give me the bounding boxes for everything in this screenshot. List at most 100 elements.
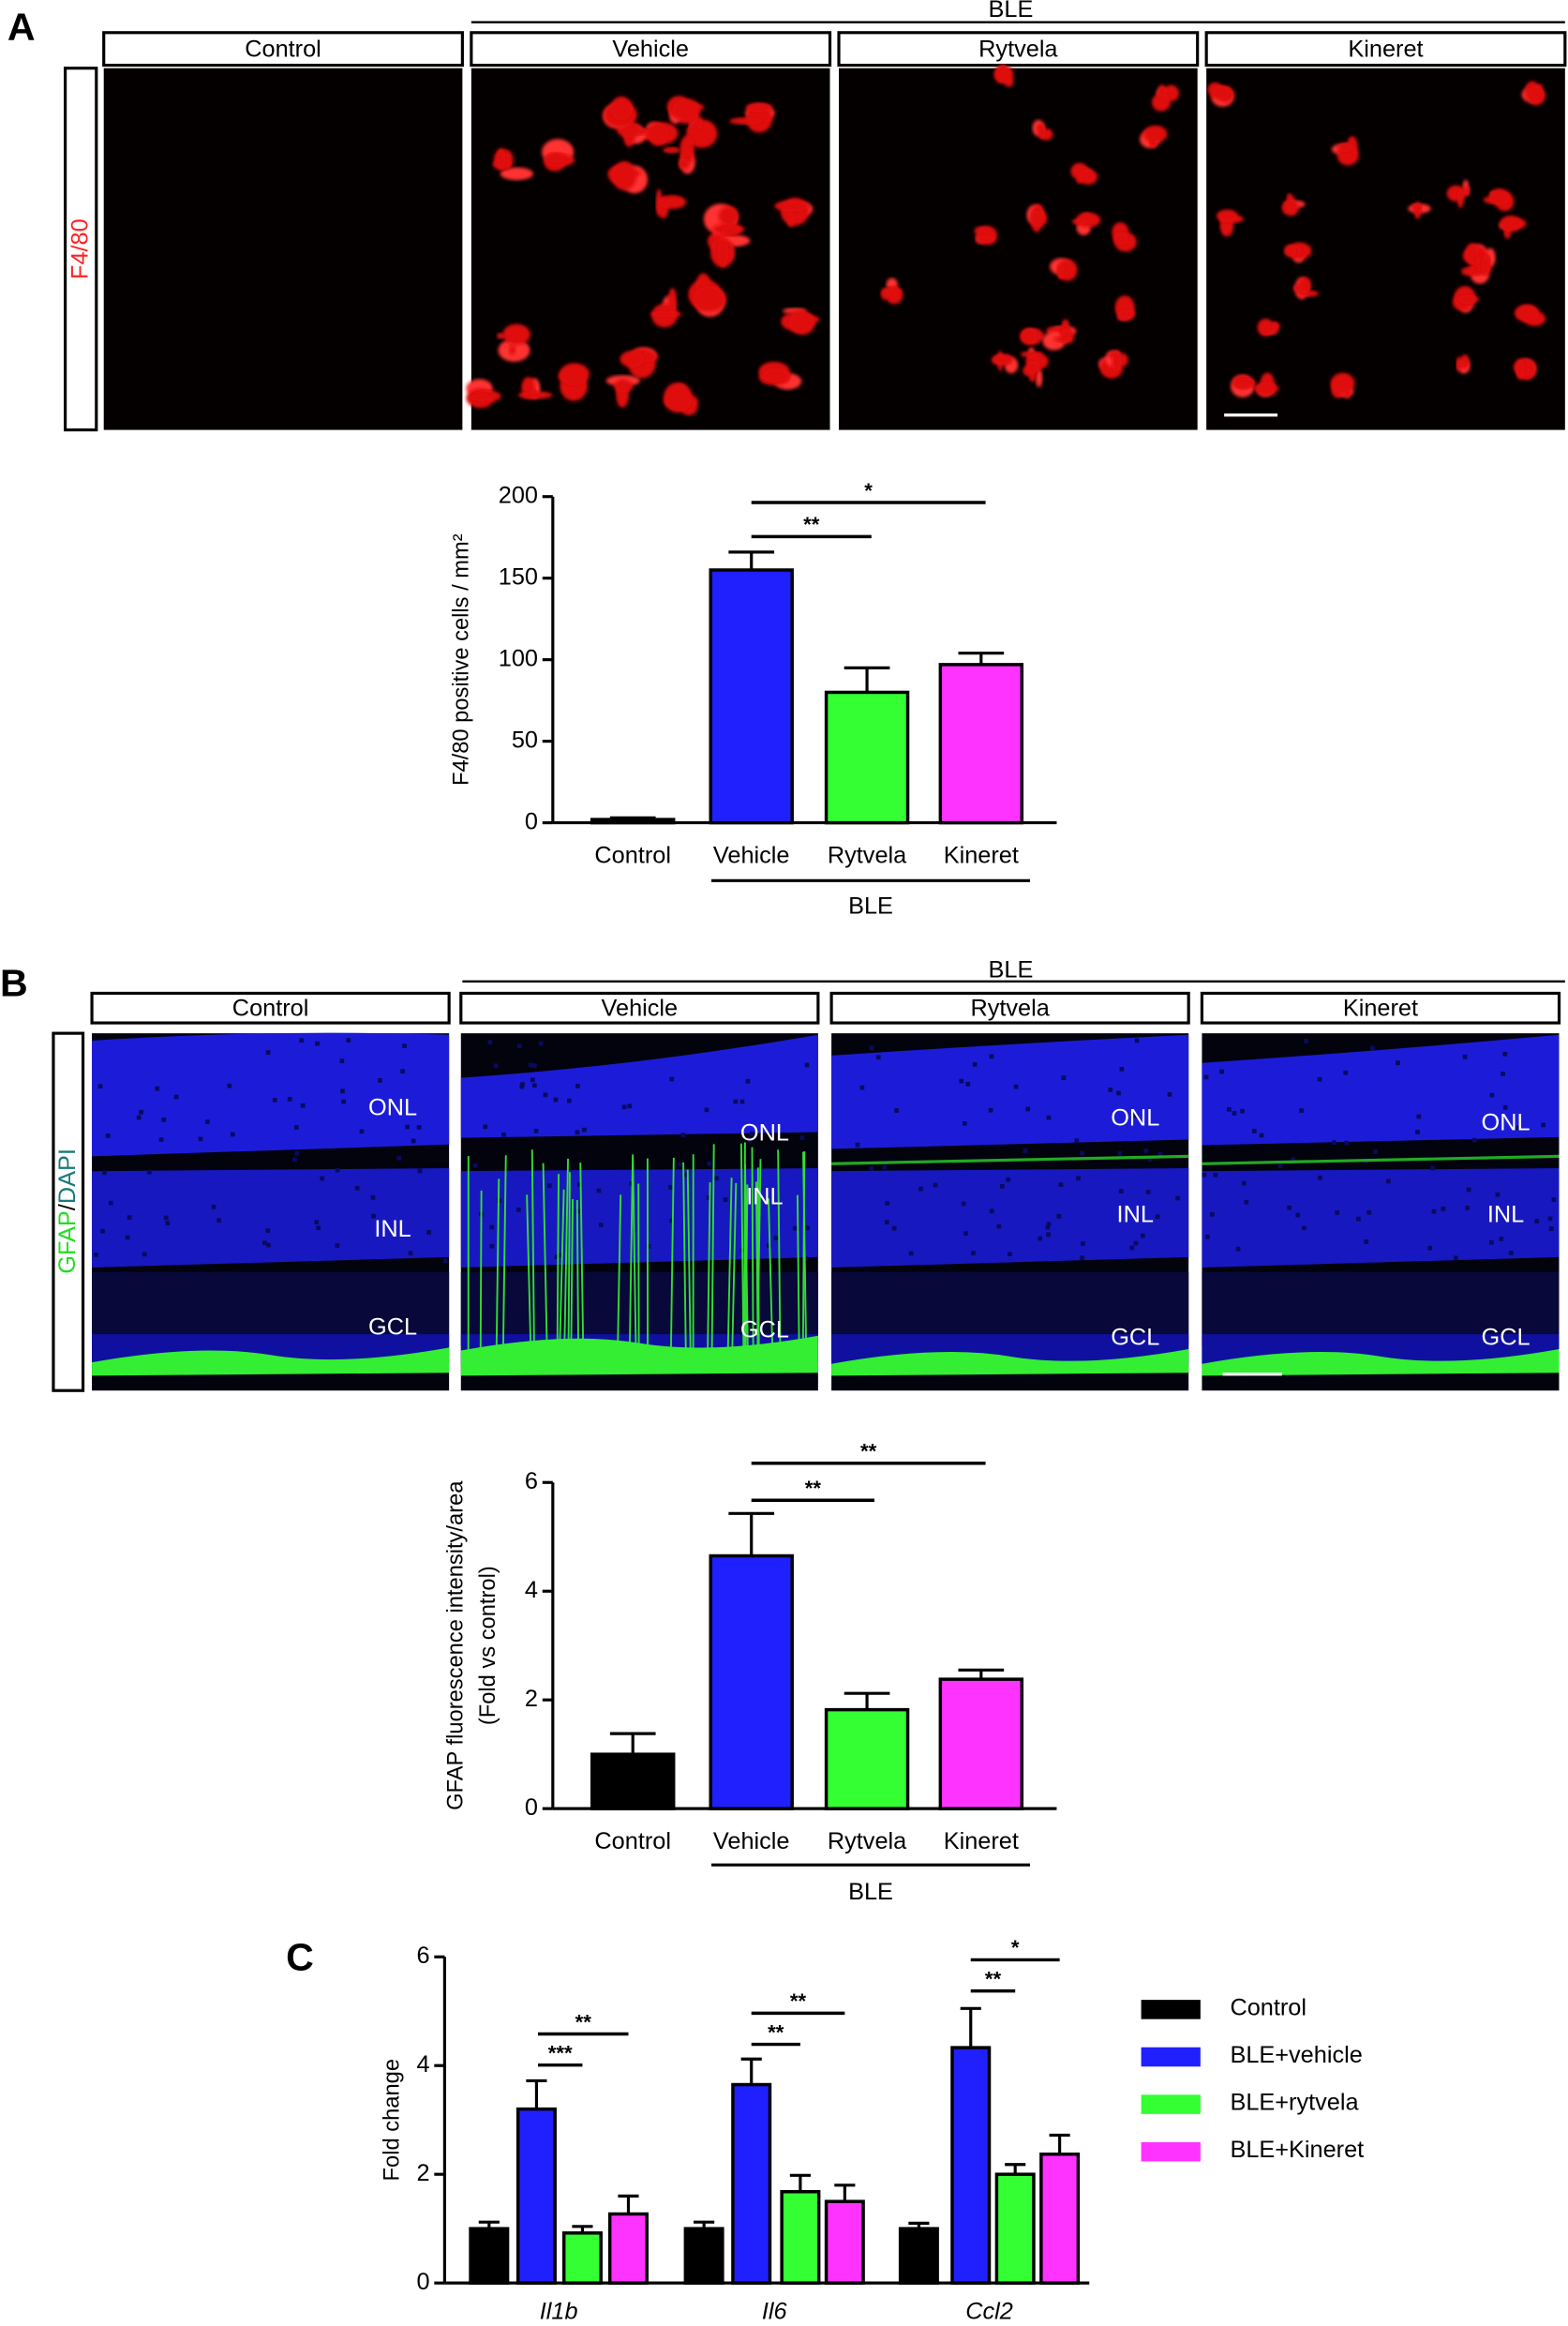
nucleus-shade — [396, 1155, 402, 1161]
layer-label: INL — [1487, 1201, 1524, 1227]
nucleus-shade — [1155, 1214, 1160, 1220]
cell — [745, 102, 772, 113]
legend-label: BLE+rytvela — [1230, 2089, 1359, 2115]
y-tick-label: 200 — [499, 482, 538, 508]
nucleus-shade — [875, 1055, 881, 1060]
nucleus-shade — [557, 1253, 562, 1257]
nucleus-shade — [1203, 1074, 1209, 1080]
column-box — [470, 31, 832, 68]
nucleus-shade — [97, 1084, 103, 1089]
nucleus-shade — [1167, 1092, 1172, 1097]
x-tick-label: Il1b — [540, 2298, 578, 2324]
nucleus-shade — [483, 1124, 488, 1130]
nucleus-shade — [596, 1188, 602, 1193]
nucleus-shade — [543, 1092, 548, 1098]
cell — [1078, 169, 1098, 185]
stain-box — [52, 1031, 85, 1392]
panel-letter: B — [0, 961, 28, 1004]
cell — [774, 200, 809, 212]
column-box — [459, 991, 820, 1025]
glial-fiber — [542, 1163, 548, 1357]
nucleus-shade — [799, 1135, 805, 1141]
cell — [1283, 244, 1297, 258]
column-label: Rytvela — [978, 36, 1058, 62]
legend-swatch — [1141, 2141, 1201, 2162]
nucleus-shade — [315, 1041, 320, 1046]
nucleus-shade — [1304, 1038, 1309, 1043]
column-label: Vehicle — [612, 36, 689, 62]
nucleus-shade — [1175, 1195, 1180, 1201]
nucleus-shade — [1213, 1172, 1218, 1178]
bar — [590, 1752, 676, 1810]
nucleus-shade — [1116, 1090, 1121, 1096]
y-tick-label: 6 — [525, 1468, 538, 1494]
cell — [1030, 210, 1048, 228]
column-box — [1204, 31, 1567, 68]
cell — [1465, 243, 1480, 265]
legend-swatch — [1141, 2094, 1201, 2114]
nucleus-shade — [299, 1038, 304, 1043]
cell — [530, 388, 536, 396]
cell — [1042, 331, 1067, 351]
gfap-line — [1202, 1154, 1560, 1165]
nucleus-shade — [885, 1201, 889, 1206]
nucleus-shade — [1045, 1224, 1051, 1230]
nucleus-shade — [1080, 1255, 1084, 1261]
nucleus-shade — [1046, 1115, 1052, 1120]
nucleus-shade — [884, 1220, 889, 1225]
nucleus-shade — [1415, 1130, 1420, 1134]
nucleus-shade — [1209, 1211, 1215, 1217]
nucleus-shade — [108, 1200, 113, 1206]
cell — [497, 333, 505, 339]
nucleus-shade — [1235, 1246, 1241, 1252]
nucleus-shade — [1534, 1219, 1540, 1223]
y-tick-label: 6 — [417, 1943, 430, 1969]
glial-fiber — [526, 1194, 532, 1357]
cell — [885, 286, 903, 305]
nucleus-shade — [520, 1082, 525, 1088]
micrograph — [1206, 68, 1565, 430]
nucleus-shade — [804, 1062, 810, 1068]
bar — [683, 2227, 724, 2285]
nucleus-shade — [314, 1220, 320, 1225]
significance-label: ** — [768, 2020, 784, 2044]
nucleus-shade — [1295, 1212, 1301, 1218]
y-tick-label: 100 — [499, 645, 538, 671]
gfap-band — [831, 1348, 1189, 1376]
nucleus-shade — [1335, 1210, 1340, 1215]
nucleus-shade — [359, 1129, 365, 1134]
glial-fiber — [567, 1172, 571, 1357]
nucleus-shade — [293, 1125, 299, 1130]
nucleus-shade — [1232, 1111, 1237, 1116]
cell — [678, 158, 690, 170]
x-tick-label: Control — [594, 1828, 671, 1854]
ipl-layer — [92, 1271, 450, 1346]
bar — [469, 2227, 510, 2285]
nucleus-shade — [882, 1164, 888, 1170]
column-label: Kineret — [1348, 36, 1423, 62]
cell — [1038, 123, 1046, 140]
column-box — [102, 31, 464, 68]
nucleus-shade — [519, 1084, 525, 1089]
column-box — [1200, 991, 1561, 1025]
nucleus-shade — [515, 1207, 521, 1212]
bar — [994, 2172, 1036, 2285]
nucleus-shade — [265, 1050, 271, 1055]
nucleus-shade — [230, 1132, 235, 1137]
nucleus-shade — [1317, 1076, 1322, 1082]
nucleus-shade — [516, 1043, 522, 1048]
nucleus-shade — [217, 1218, 221, 1223]
nucleus-shade — [408, 1251, 413, 1256]
nucleus-shade — [805, 1225, 810, 1231]
nucleus-shade — [1502, 1051, 1508, 1057]
nucleus-shade — [678, 1162, 683, 1167]
nucleus-shade — [531, 1063, 537, 1069]
layer-label: GCL — [1482, 1325, 1531, 1351]
nucleus-shade — [773, 1236, 779, 1240]
nucleus-shade — [933, 1182, 938, 1188]
nucleus-shade — [1117, 1151, 1123, 1156]
nucleus-shade — [894, 1108, 899, 1113]
nucleus-shade — [1548, 1226, 1554, 1231]
column-label: Vehicle — [602, 996, 679, 1022]
bar — [824, 690, 910, 825]
